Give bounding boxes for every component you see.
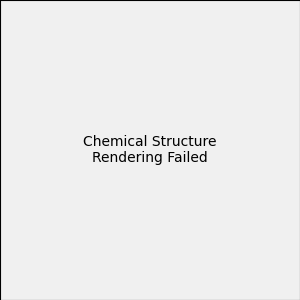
Text: Chemical Structure
Rendering Failed: Chemical Structure Rendering Failed: [83, 135, 217, 165]
